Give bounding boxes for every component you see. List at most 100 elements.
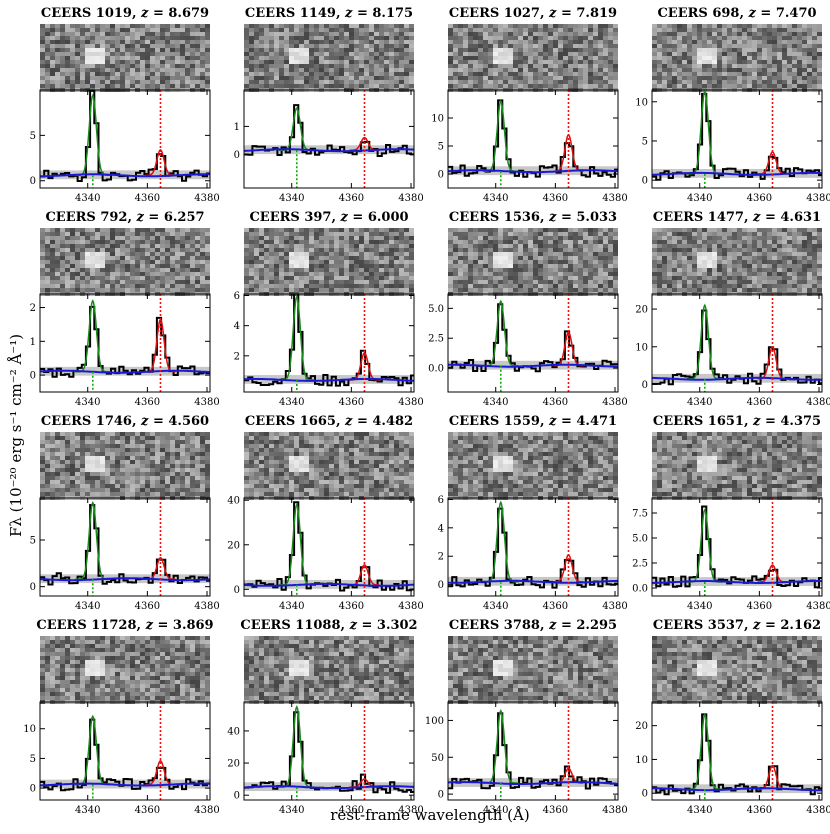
spectrum-2d-pixel [125, 236, 130, 240]
spectrum-2d-pixel [314, 60, 319, 64]
spectrum-2d-pixel [200, 288, 205, 292]
spectrum-2d-pixel [165, 80, 170, 84]
spectrum-2d-pixel [45, 228, 50, 232]
spectrum-2d-pixel [772, 280, 777, 284]
spectrum-2d-pixel [135, 260, 140, 264]
spectrum-2d-pixel [797, 288, 802, 292]
hgamma-gaussian-fit [483, 301, 519, 366]
spectrum-2d-pixel [478, 36, 483, 40]
spectrum-2d-pixel [782, 288, 787, 292]
spectrum-2d-pixel [667, 24, 672, 28]
spectrum-2d-pixel [498, 84, 503, 88]
spectrum-2d-pixel [145, 228, 150, 232]
spectrum-2d-pixel [483, 260, 488, 264]
spectrum-2d-pixel [284, 284, 289, 288]
spectrum-2d-pixel [518, 32, 523, 36]
spectrum-2d-pixel [190, 240, 195, 244]
spectrum-2d-pixel [60, 72, 65, 76]
spectrum-2d-pixel [593, 24, 598, 28]
spectrum-2d-pixel [548, 48, 553, 52]
spectrum-2d-pixel [359, 240, 364, 244]
spectrum-2d-pixel [60, 432, 65, 436]
spectrum-2d-pixel [364, 236, 369, 240]
spectrum-2d-pixel [115, 232, 120, 236]
spectrum-2d-pixel [344, 272, 349, 276]
spectrum-2d-pixel [458, 232, 463, 236]
spectrum-2d-pixel [468, 232, 473, 236]
spectrum-2d-pixel [787, 268, 792, 272]
spectrum-2d-pixel [448, 68, 453, 72]
spectrum-2d-pixel [274, 288, 279, 292]
spectrum-2d-pixel [249, 24, 254, 28]
spectrum-2d-pixel [314, 64, 319, 68]
spectrum-2d-pixel [667, 228, 672, 232]
spectrum-2d-pixel [807, 288, 812, 292]
spectrum-2d-pixel [185, 24, 190, 28]
spectrum-2d-pixel [404, 288, 409, 292]
spectrum-2d-pixel [160, 268, 165, 272]
spectrum-2d-pixel [150, 80, 155, 84]
spectrum-2d-pixel [70, 268, 75, 272]
spectrum-2d-pixel [797, 252, 802, 256]
spectrum-2d-pixel [45, 260, 50, 264]
spectrum-2d-pixel [254, 256, 259, 260]
spectrum-2d-pixel [90, 44, 95, 48]
spectrum-2d-pixel [145, 28, 150, 32]
spectrum-2d-pixel [458, 80, 463, 84]
spectrum-2d-pixel [369, 28, 374, 32]
spectrum-2d-pixel [304, 76, 309, 80]
spectrum-2d-pixel [299, 84, 304, 88]
spectrum-2d-pixel [65, 440, 70, 444]
spectrum-2d-pixel [394, 28, 399, 32]
spectrum-2d-pixel [792, 64, 797, 68]
spectrum-2d-pixel [115, 244, 120, 248]
spectrum-2d-pixel [707, 244, 712, 248]
spectrum-2d-pixel [304, 272, 309, 276]
spectrum-2d-pixel [304, 72, 309, 76]
spectrum-2d-pixel [737, 252, 742, 256]
spectrum-2d-pixel [513, 76, 518, 80]
spectrum-2d-pixel [95, 36, 100, 40]
spectrum-2d-pixel [493, 228, 498, 232]
spectrum-2d-pixel [309, 240, 314, 244]
spectrum-2d-pixel [792, 32, 797, 36]
spectrum-2d-pixel [175, 80, 180, 84]
spectrum-2d-pixel [657, 84, 662, 88]
spectrum-2d-pixel [160, 32, 165, 36]
spectrum-2d-pixel [702, 288, 707, 292]
spectrum-2d-pixel [100, 272, 105, 276]
spectrum-2d-pixel [70, 252, 75, 256]
spectrum-2d-pixel [45, 28, 50, 32]
spectrum-2d-pixel [319, 52, 324, 56]
spectrum-2d-pixel [583, 248, 588, 252]
spectrum-2d-pixel [697, 56, 702, 60]
spectrum-2d-pixel [90, 32, 95, 36]
spectrum-2d-pixel [249, 28, 254, 32]
spectrum-2d-pixel [289, 264, 294, 268]
spectrum-2d-pixel [538, 288, 543, 292]
spectrum-2d-pixel [185, 240, 190, 244]
spectrum-2d-pixel [45, 244, 50, 248]
spectrum-2d-pixel [294, 272, 299, 276]
spectrum-2d-pixel [155, 76, 160, 80]
spectrum-2d-pixel [722, 232, 727, 236]
spectrum-2d-pixel [80, 440, 85, 444]
spectrum-2d-pixel [652, 240, 657, 244]
spectrum-2d-pixel [120, 32, 125, 36]
spectrum-2d-pixel [175, 60, 180, 64]
panel-title-z-value: = 6.000 [348, 210, 409, 225]
spectrum-2d-pixel [458, 280, 463, 284]
spectrum-2d-pixel [538, 252, 543, 256]
spectrum-2d-pixel [563, 264, 568, 268]
spectrum-2d-pixel [304, 52, 309, 56]
spectrum-2d-pixel [568, 260, 573, 264]
spectrum-2d-pixel [125, 240, 130, 244]
spectrum-2d-pixel [364, 80, 369, 84]
spectrum-2d-pixel [55, 36, 60, 40]
spectrum-2d-pixel [334, 256, 339, 260]
spectrum-2d-pixel [409, 40, 414, 44]
spectrum-2d-pixel [379, 40, 384, 44]
spectrum-2d-pixel [662, 64, 667, 68]
spectrum-2d-pixel [603, 56, 608, 60]
spectrum-2d-pixel [508, 228, 513, 232]
